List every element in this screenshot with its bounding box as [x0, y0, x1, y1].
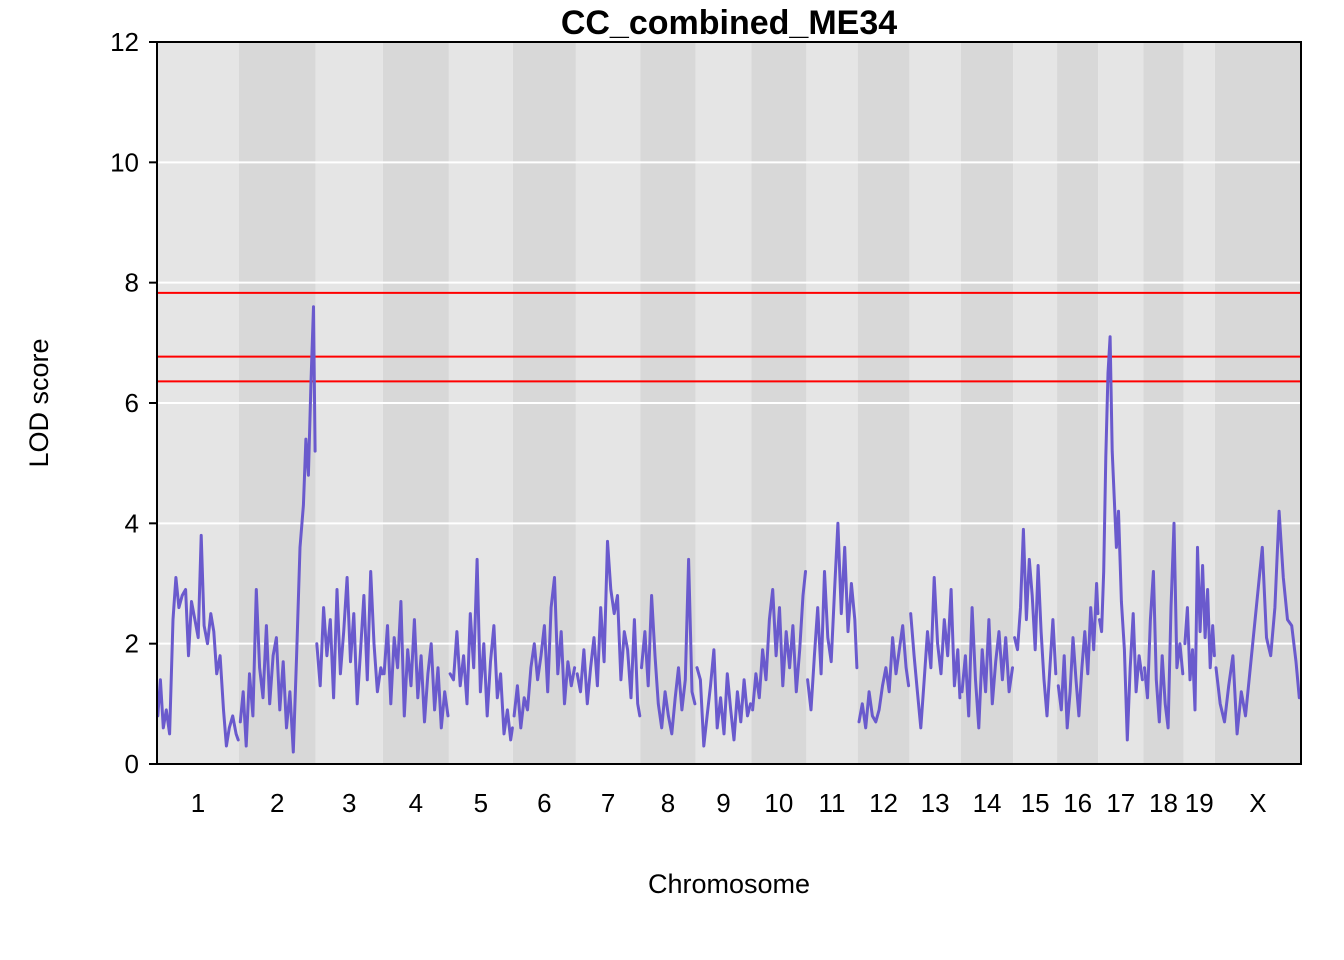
y-tick-label-0: 0 [125, 749, 139, 779]
x-tick-label-9: 9 [716, 788, 730, 818]
y-axis-label: LOD score [24, 338, 54, 467]
x-tick-label-12: 12 [869, 788, 898, 818]
y-tick-label-12: 12 [110, 27, 139, 57]
x-tick-label-2: 2 [270, 788, 284, 818]
lod-curve-chr-2 [238, 305, 317, 754]
y-tick-label-4: 4 [125, 508, 139, 538]
chart-title: CC_combined_ME34 [561, 4, 897, 42]
lod-curve-chr-19 [1183, 545, 1216, 712]
lod-curve-chr-14 [960, 606, 1014, 730]
x-tick-label-4: 4 [409, 788, 423, 818]
x-tick-label-13: 13 [921, 788, 950, 818]
x-tick-label-8: 8 [661, 788, 675, 818]
lod-curve-chr-15 [1013, 527, 1058, 718]
lod-curve-chr-9 [695, 648, 752, 748]
x-tick-label-14: 14 [973, 788, 1002, 818]
y-axis: 0 2 4 6 8 10 12 [110, 27, 157, 779]
x-tick-label-5: 5 [474, 788, 488, 818]
x-tick-label-11: 11 [819, 788, 846, 818]
y-tick-label-8: 8 [125, 268, 139, 298]
lod-curve-chr-16 [1056, 582, 1100, 730]
lod-curve-chr-6 [512, 576, 577, 730]
lod-curve-chr-8 [640, 557, 697, 736]
lod-curve-chr-3 [315, 570, 384, 706]
x-tick-label-6: 6 [537, 788, 551, 818]
x-tick-label-19: 19 [1185, 788, 1214, 818]
y-tick-label-10: 10 [110, 147, 139, 177]
grid-lines [157, 161, 1301, 645]
lod-curve-chr-11 [806, 521, 859, 712]
lod-curves [156, 305, 1301, 754]
x-tick-label-15: 15 [1021, 788, 1050, 818]
x-tick-label-7: 7 [601, 788, 615, 818]
lod-curve-chr-X [1214, 509, 1301, 736]
lod-curve-chr-4 [382, 600, 450, 730]
lod-curve-chr-18 [1143, 521, 1185, 730]
lod-curve-chr-12 [857, 624, 911, 730]
x-tick-label-10: 10 [764, 788, 793, 818]
x-tick-label-17: 17 [1106, 788, 1135, 818]
x-tick-label-1: 1 [191, 788, 205, 818]
x-axis-label: Chromosome [648, 869, 810, 899]
x-tick-label-X: X [1249, 788, 1266, 818]
x-tick-label-3: 3 [342, 788, 356, 818]
lod-curve-chr-10 [751, 570, 807, 712]
lod-curve-chr-1 [156, 533, 240, 748]
x-tick-label-16: 16 [1063, 788, 1092, 818]
lod-curve-chr-5 [448, 557, 514, 742]
x-axis: 1 2 3 4 5 6 7 8 9 10 11 12 13 14 15 16 17 18 19 X [191, 788, 1267, 818]
y-tick-label-6: 6 [125, 388, 139, 418]
lod-curve-chr-7 [575, 539, 642, 718]
lod-curve-chr-13 [909, 576, 962, 730]
y-tick-label-2: 2 [125, 629, 139, 659]
lod-curve-chr-17 [1098, 335, 1144, 742]
x-tick-label-18: 18 [1149, 788, 1178, 818]
